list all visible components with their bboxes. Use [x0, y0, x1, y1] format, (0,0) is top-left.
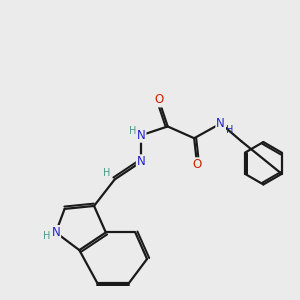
Text: N: N [137, 155, 146, 168]
Text: N: N [137, 129, 146, 142]
Text: H: H [43, 231, 50, 241]
Text: N: N [216, 117, 225, 130]
Text: O: O [193, 158, 202, 171]
Text: H: H [226, 125, 233, 135]
Text: H: H [129, 126, 136, 136]
Text: N: N [51, 226, 60, 239]
Text: H: H [103, 168, 110, 178]
Text: O: O [154, 93, 164, 106]
